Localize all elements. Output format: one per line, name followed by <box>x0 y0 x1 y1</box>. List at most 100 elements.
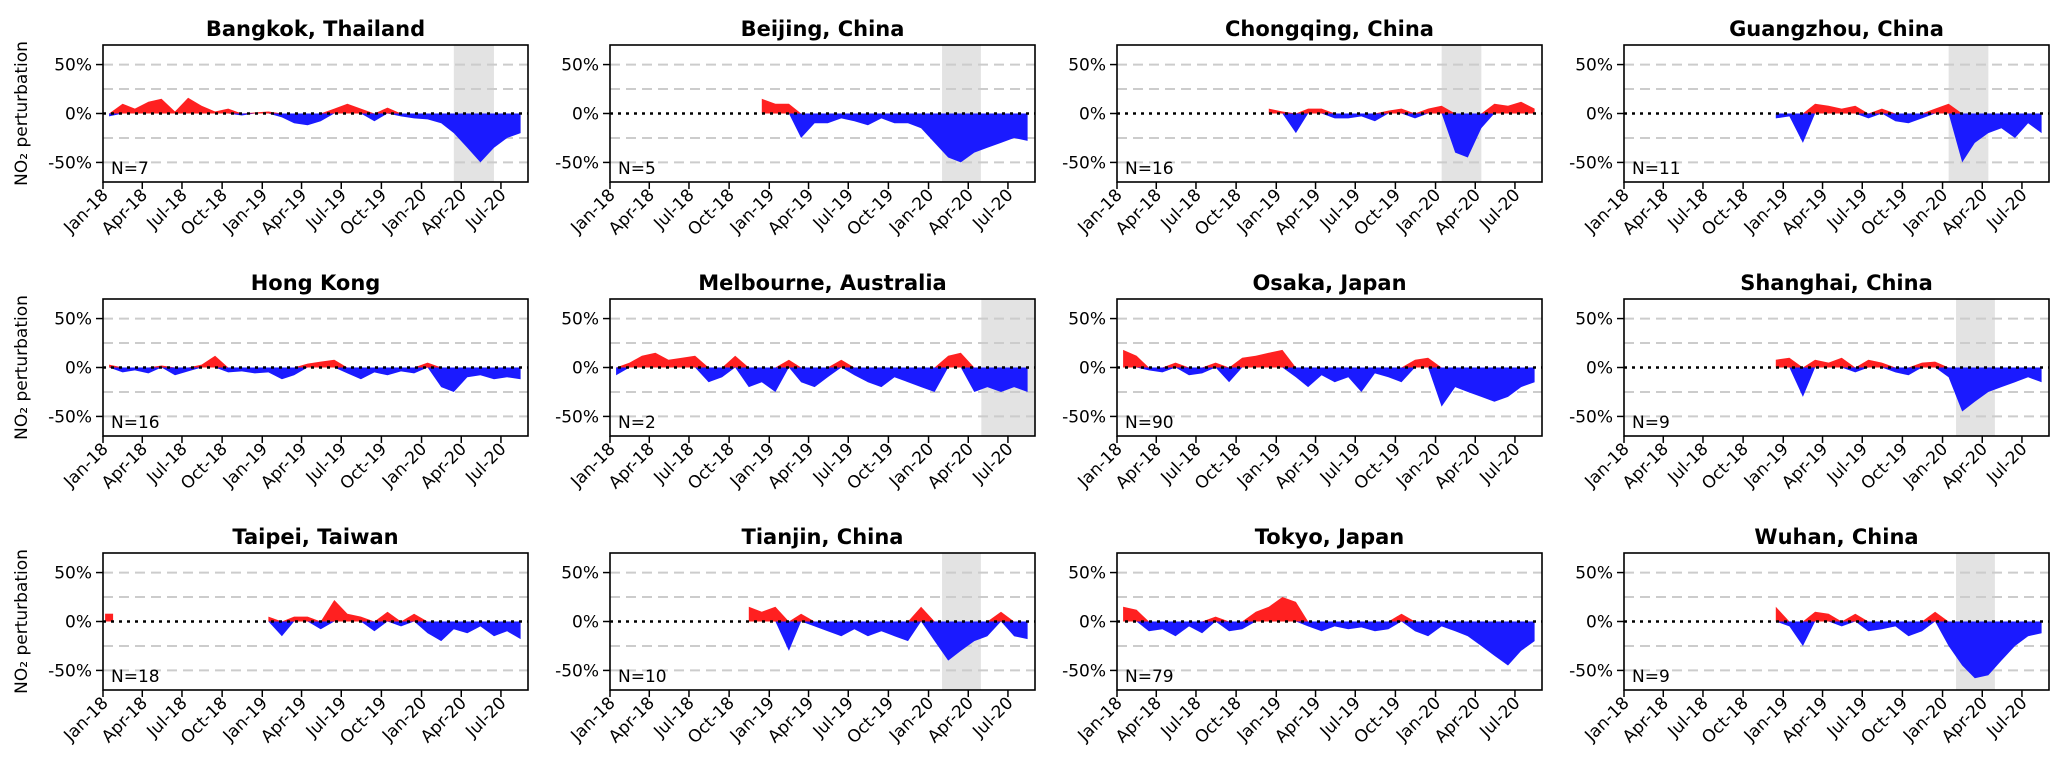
n-label: N=79 <box>1125 667 1174 687</box>
panel-5: 50%0%-50%Jan-18Apr-18Jul-18Oct-18Jan-19A… <box>12 271 529 494</box>
x-tick-label: Jul-20 <box>1475 439 1524 488</box>
negative-area <box>761 113 1028 163</box>
negative-area <box>109 367 521 392</box>
n-label: N=9 <box>1632 413 1670 433</box>
positive-area <box>616 352 1028 368</box>
panel-title: Shanghai, China <box>1740 271 1933 295</box>
y-tick-label: 0% <box>1586 613 1613 633</box>
x-tick-label: Apr-20 <box>924 439 978 493</box>
x-tick-label: Jul-20 <box>461 693 510 742</box>
negative-area <box>1268 113 1535 158</box>
positive-area <box>1775 606 2042 622</box>
panel-4: 50%0%-50%Jan-18Apr-18Jul-18Oct-18Jan-19A… <box>1569 17 2050 240</box>
x-tick-label: Apr-20 <box>924 185 978 239</box>
panel-1: 50%0%-50%Jan-18Apr-18Jul-18Oct-18Jan-19A… <box>12 17 529 240</box>
y-tick-label: 50% <box>561 564 599 584</box>
positive-area <box>1123 349 1535 368</box>
y-tick-label: 50% <box>1068 56 1106 76</box>
y-tick-label: 50% <box>561 310 599 330</box>
y-axis-label: NO₂ perturbation <box>12 549 32 694</box>
panel-9: 50%0%-50%Jan-18Apr-18Jul-18Oct-18Jan-19A… <box>12 525 529 748</box>
x-tick-label: Jul-20 <box>461 185 510 234</box>
n-label: N=9 <box>1632 667 1670 687</box>
y-tick-label: -50% <box>1062 407 1106 427</box>
y-tick-label: -50% <box>555 153 599 173</box>
panel-10: 50%0%-50%Jan-18Apr-18Jul-18Oct-18Jan-19A… <box>555 525 1036 748</box>
y-tick-label: -50% <box>1062 153 1106 173</box>
negative-area <box>1775 367 2042 412</box>
positive-area <box>105 613 114 622</box>
n-label: N=16 <box>111 413 160 433</box>
x-tick-label: Apr-20 <box>1431 693 1485 747</box>
y-tick-label: 50% <box>1575 564 1613 584</box>
x-tick-label: Apr-20 <box>1431 185 1485 239</box>
y-tick-label: -50% <box>48 407 92 427</box>
negative-area <box>1775 621 2042 679</box>
y-tick-label: 0% <box>1079 613 1106 633</box>
positive-area <box>1123 597 1535 622</box>
negative-area <box>616 367 1028 392</box>
y-tick-label: -50% <box>555 661 599 681</box>
y-tick-label: -50% <box>48 661 92 681</box>
x-tick-label: Jul-20 <box>968 693 1017 742</box>
panel-title: Tianjin, China <box>742 525 904 549</box>
y-tick-label: 0% <box>65 359 92 379</box>
panel-title: Tokyo, Japan <box>1255 525 1404 549</box>
panel-2: 50%0%-50%Jan-18Apr-18Jul-18Oct-18Jan-19A… <box>555 17 1036 240</box>
y-tick-label: 0% <box>1079 359 1106 379</box>
y-tick-label: 50% <box>54 56 92 76</box>
y-tick-label: 0% <box>572 613 599 633</box>
panel-title: Hong Kong <box>251 271 381 295</box>
y-tick-label: -50% <box>1569 153 1613 173</box>
y-tick-label: 0% <box>572 359 599 379</box>
positive-area <box>1268 101 1535 114</box>
x-tick-label: Jul-20 <box>1982 693 2031 742</box>
panel-title: Wuhan, China <box>1754 525 1918 549</box>
y-tick-label: 0% <box>65 613 92 633</box>
x-tick-label: Apr-20 <box>1938 185 1992 239</box>
x-tick-label: Apr-20 <box>1938 693 1992 747</box>
negative-area <box>1123 621 1535 666</box>
panel-title: Osaka, Japan <box>1252 271 1406 295</box>
negative-area <box>109 113 521 163</box>
y-tick-label: 50% <box>561 56 599 76</box>
x-tick-label: Jul-20 <box>1475 693 1524 742</box>
panel-8: 50%0%-50%Jan-18Apr-18Jul-18Oct-18Jan-19A… <box>1569 271 2050 494</box>
n-label: N=10 <box>618 667 667 687</box>
y-axis-label: NO₂ perturbation <box>12 41 32 186</box>
y-tick-label: 50% <box>54 564 92 584</box>
panel-3: 50%0%-50%Jan-18Apr-18Jul-18Oct-18Jan-19A… <box>1062 17 1543 240</box>
y-tick-label: -50% <box>1569 407 1613 427</box>
y-tick-label: -50% <box>555 407 599 427</box>
panel-title: Beijing, China <box>741 17 905 41</box>
x-tick-label: Jul-20 <box>1982 185 2031 234</box>
positive-area <box>761 98 1028 114</box>
x-tick-label: Jul-20 <box>968 185 1017 234</box>
y-tick-label: -50% <box>1569 661 1613 681</box>
y-tick-label: 50% <box>1068 564 1106 584</box>
y-tick-label: 0% <box>1586 105 1613 125</box>
panel-11: 50%0%-50%Jan-18Apr-18Jul-18Oct-18Jan-19A… <box>1062 525 1543 748</box>
n-label: N=11 <box>1632 159 1681 179</box>
x-tick-label: Apr-20 <box>417 439 471 493</box>
panel-title: Melbourne, Australia <box>698 271 946 295</box>
positive-area <box>109 97 521 114</box>
panel-6: 50%0%-50%Jan-18Apr-18Jul-18Oct-18Jan-19A… <box>555 271 1036 494</box>
x-tick-label: Apr-20 <box>417 185 471 239</box>
y-tick-label: 0% <box>1079 105 1106 125</box>
positive-area <box>1775 357 2042 368</box>
y-tick-label: 50% <box>1575 56 1613 76</box>
x-tick-label: Jul-20 <box>1475 185 1524 234</box>
positive-area <box>109 355 521 368</box>
y-tick-label: 50% <box>1575 310 1613 330</box>
n-label: N=18 <box>111 667 160 687</box>
y-axis-label: NO₂ perturbation <box>12 295 32 440</box>
x-tick-label: Apr-20 <box>924 693 978 747</box>
panel-title: Bangkok, Thailand <box>206 17 425 41</box>
negative-area <box>1775 113 2042 163</box>
x-tick-label: Apr-20 <box>1431 439 1485 493</box>
panel-7: 50%0%-50%Jan-18Apr-18Jul-18Oct-18Jan-19A… <box>1062 271 1543 494</box>
y-tick-label: 0% <box>572 105 599 125</box>
negative-area <box>748 621 1028 661</box>
